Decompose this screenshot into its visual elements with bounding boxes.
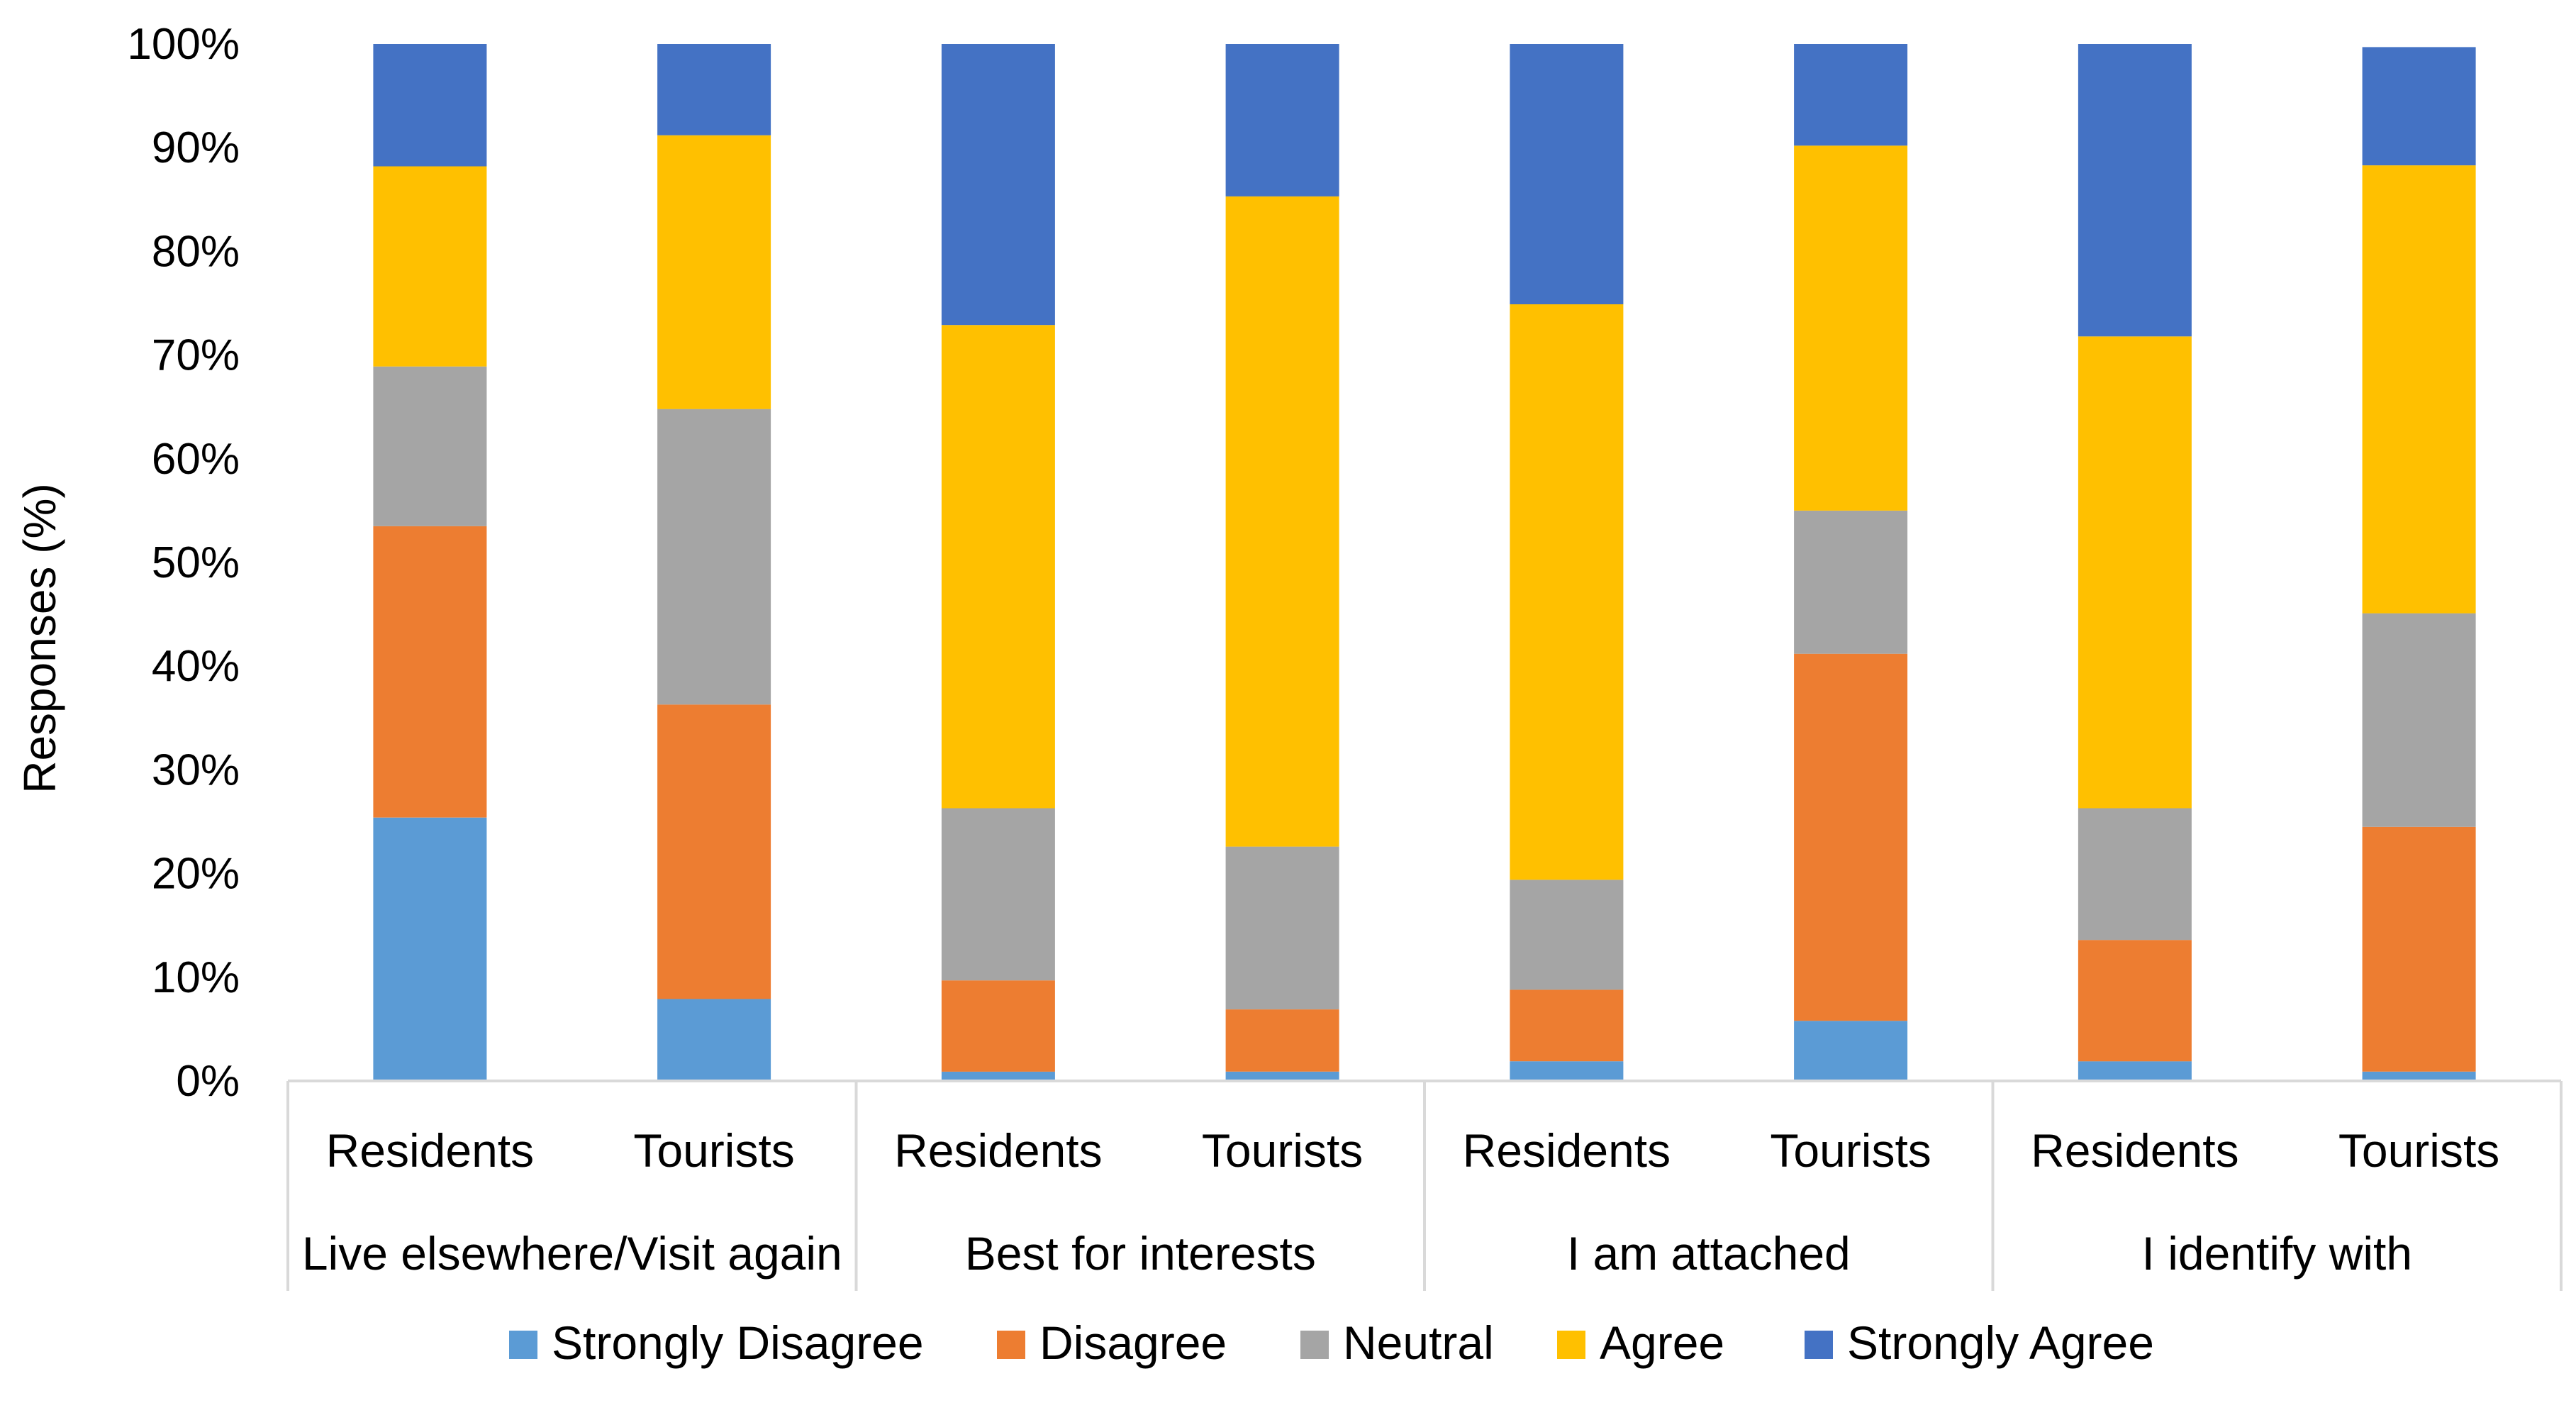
y-tick-label: 20% <box>152 850 240 899</box>
y-tick-label: 70% <box>152 331 240 380</box>
legend-label: Strongly Agree <box>1847 1316 2154 1369</box>
y-tick-label: 60% <box>152 435 240 484</box>
bar-segment-disagree <box>657 704 771 999</box>
bar-segment-disagree <box>2078 940 2192 1062</box>
x-group-label: I am attached <box>1567 1227 1851 1280</box>
bar-segment-neutral <box>2362 613 2476 827</box>
bar-segment-strongly-agree <box>2362 47 2476 166</box>
legend-label: Disagree <box>1039 1316 1227 1369</box>
legend-swatch <box>1300 1331 1329 1359</box>
bar-segment-strongly-agree <box>1510 44 1624 304</box>
bar-segment-strongly-disagree <box>2362 1071 2476 1081</box>
bar-segment-disagree <box>1794 653 1908 1021</box>
y-tick-label: 100% <box>127 20 240 69</box>
bar-segment-neutral <box>1794 510 1908 654</box>
legend-label: Agree <box>1600 1316 1724 1369</box>
bar-segment-strongly-disagree <box>657 999 771 1081</box>
bar-segment-strongly-agree <box>373 44 487 167</box>
legend-label: Strongly Disagree <box>552 1316 924 1369</box>
bar-segment-disagree <box>941 980 1055 1072</box>
y-tick-label: 80% <box>152 227 240 276</box>
bar-segment-agree <box>2078 336 2192 809</box>
y-tick-label: 40% <box>152 642 240 691</box>
bar-segment-strongly-disagree <box>373 817 487 1081</box>
bar-segment-strongly-agree <box>1225 44 1339 196</box>
bar-segment-strongly-agree <box>657 44 771 135</box>
legend-swatch <box>509 1331 537 1359</box>
bar-segment-disagree <box>373 526 487 818</box>
x-tick-label: Tourists <box>633 1124 794 1177</box>
legend-label: Neutral <box>1343 1316 1494 1369</box>
x-tick-label: Residents <box>2031 1124 2239 1177</box>
bar-segment-agree <box>1510 304 1624 880</box>
bar-segment-strongly-disagree <box>1225 1071 1339 1081</box>
x-tick-label: Tourists <box>1770 1124 1931 1177</box>
legend-swatch <box>997 1331 1025 1359</box>
bar-segment-strongly-disagree <box>941 1071 1055 1081</box>
bar-segment-agree <box>657 135 771 409</box>
bar-segment-neutral <box>2078 808 2192 941</box>
bar-segment-disagree <box>1510 989 1624 1062</box>
x-group-label: Best for interests <box>965 1227 1316 1280</box>
x-tick-label: Residents <box>326 1124 535 1177</box>
y-axis-title: Responses (%) <box>14 483 65 794</box>
y-tick-label: 0% <box>176 1057 240 1106</box>
x-tick-label: Residents <box>894 1124 1103 1177</box>
bar-segment-strongly-agree <box>1794 44 1908 146</box>
x-tick-label: Tourists <box>1202 1124 1363 1177</box>
bar-segment-strongly-disagree <box>1510 1061 1624 1081</box>
y-tick-label: 50% <box>152 538 240 587</box>
bar-segment-neutral <box>373 366 487 526</box>
legend-swatch <box>1805 1331 1833 1359</box>
y-tick-label: 10% <box>152 953 240 1002</box>
x-tick-label: Tourists <box>2338 1124 2499 1177</box>
bar-segment-disagree <box>2362 826 2476 1072</box>
y-tick-label: 30% <box>152 745 240 794</box>
bar-segment-strongly-agree <box>2078 44 2192 337</box>
x-group-label: I identify with <box>2142 1227 2413 1280</box>
x-tick-label: Residents <box>1463 1124 1671 1177</box>
bar-segment-neutral <box>657 409 771 705</box>
bar-segment-neutral <box>1510 880 1624 990</box>
bar-segment-strongly-disagree <box>1794 1021 1908 1081</box>
bar-segment-agree <box>941 325 1055 809</box>
x-group-label: Live elsewhere/Visit again <box>302 1227 842 1280</box>
bar-segment-strongly-disagree <box>2078 1061 2192 1081</box>
legend-swatch <box>1557 1331 1585 1359</box>
bar-segment-neutral <box>1225 846 1339 1010</box>
y-tick-label: 90% <box>152 123 240 172</box>
bar-segment-agree <box>2362 165 2476 614</box>
bar-segment-neutral <box>941 808 1055 981</box>
bar-segment-disagree <box>1225 1009 1339 1072</box>
bar-segment-agree <box>1794 145 1908 511</box>
bar-segment-strongly-agree <box>941 44 1055 326</box>
bar-segment-agree <box>1225 196 1339 847</box>
bar-segment-agree <box>373 166 487 367</box>
